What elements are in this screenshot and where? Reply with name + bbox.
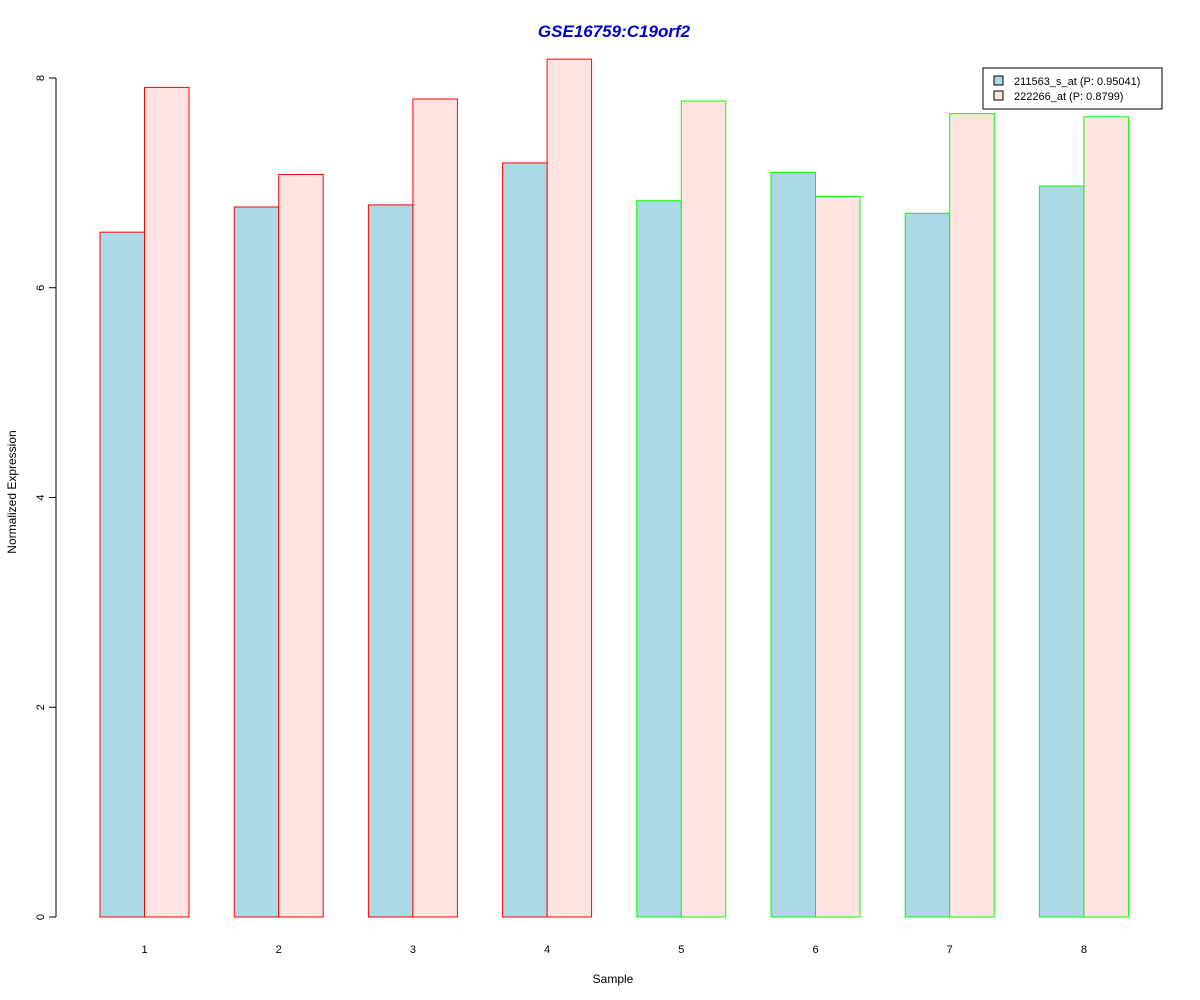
bar-sample-8-series-2 [1083, 116, 1129, 918]
bar-sample-3-series-2 [412, 98, 458, 918]
x-tick-label: 2 [276, 944, 282, 956]
bar-sample-4-series-1 [502, 162, 548, 918]
legend: 211563_s_at (P: 0.95041) 222266_at (P: 0… [982, 67, 1163, 110]
bar-sample-6-series-2 [815, 196, 861, 918]
x-tick-label: 8 [1081, 944, 1087, 956]
x-tick-label: 5 [678, 944, 684, 956]
legend-label: 211563_s_at (P: 0.95041) [1014, 76, 1140, 88]
bar-sample-1-series-1 [99, 231, 145, 918]
y-ticks: 0 2 4 6 8 [35, 75, 56, 920]
legend-swatch [993, 90, 1004, 101]
bar-sample-3-series-1 [367, 204, 414, 918]
y-tick-label: 2 [35, 704, 47, 710]
x-tick-label: 7 [947, 944, 953, 956]
chart-title: GSE16759:C19orf2 [538, 22, 691, 41]
y-tick-label: 0 [35, 914, 47, 920]
bar-sample-5-series-1 [636, 200, 682, 918]
bar-sample-5-series-2 [680, 100, 727, 918]
legend-label: 222266_at (P: 0.8799) [1014, 91, 1123, 103]
x-tick-label: 6 [812, 944, 818, 956]
bar-sample-6-series-1 [770, 171, 816, 918]
legend-swatch [993, 75, 1004, 86]
legend-box [982, 67, 1163, 110]
y-tick-label: 8 [35, 75, 47, 81]
y-tick-label: 6 [35, 285, 47, 291]
y-axis: 0 2 4 6 8 [35, 75, 57, 920]
y-tick-label: 4 [35, 494, 47, 500]
x-tick-labels: 1 2 3 4 5 6 7 8 [141, 944, 1087, 956]
bar-sample-7-series-2 [949, 113, 995, 918]
bar-sample-2-series-1 [233, 206, 280, 918]
bar-sample-1-series-2 [144, 86, 190, 918]
x-tick-label: 4 [544, 944, 550, 956]
bar-sample-7-series-1 [904, 212, 951, 918]
bar-sample-8-series-1 [1038, 185, 1085, 918]
bar-sample-4-series-2 [546, 58, 593, 918]
bars [99, 58, 1129, 918]
bar-sample-2-series-2 [278, 173, 324, 918]
x-tick-label: 3 [410, 944, 416, 956]
x-tick-label: 1 [141, 944, 147, 956]
x-axis-label: Sample [593, 972, 634, 986]
y-axis-label: Normalized Expression [5, 430, 19, 553]
